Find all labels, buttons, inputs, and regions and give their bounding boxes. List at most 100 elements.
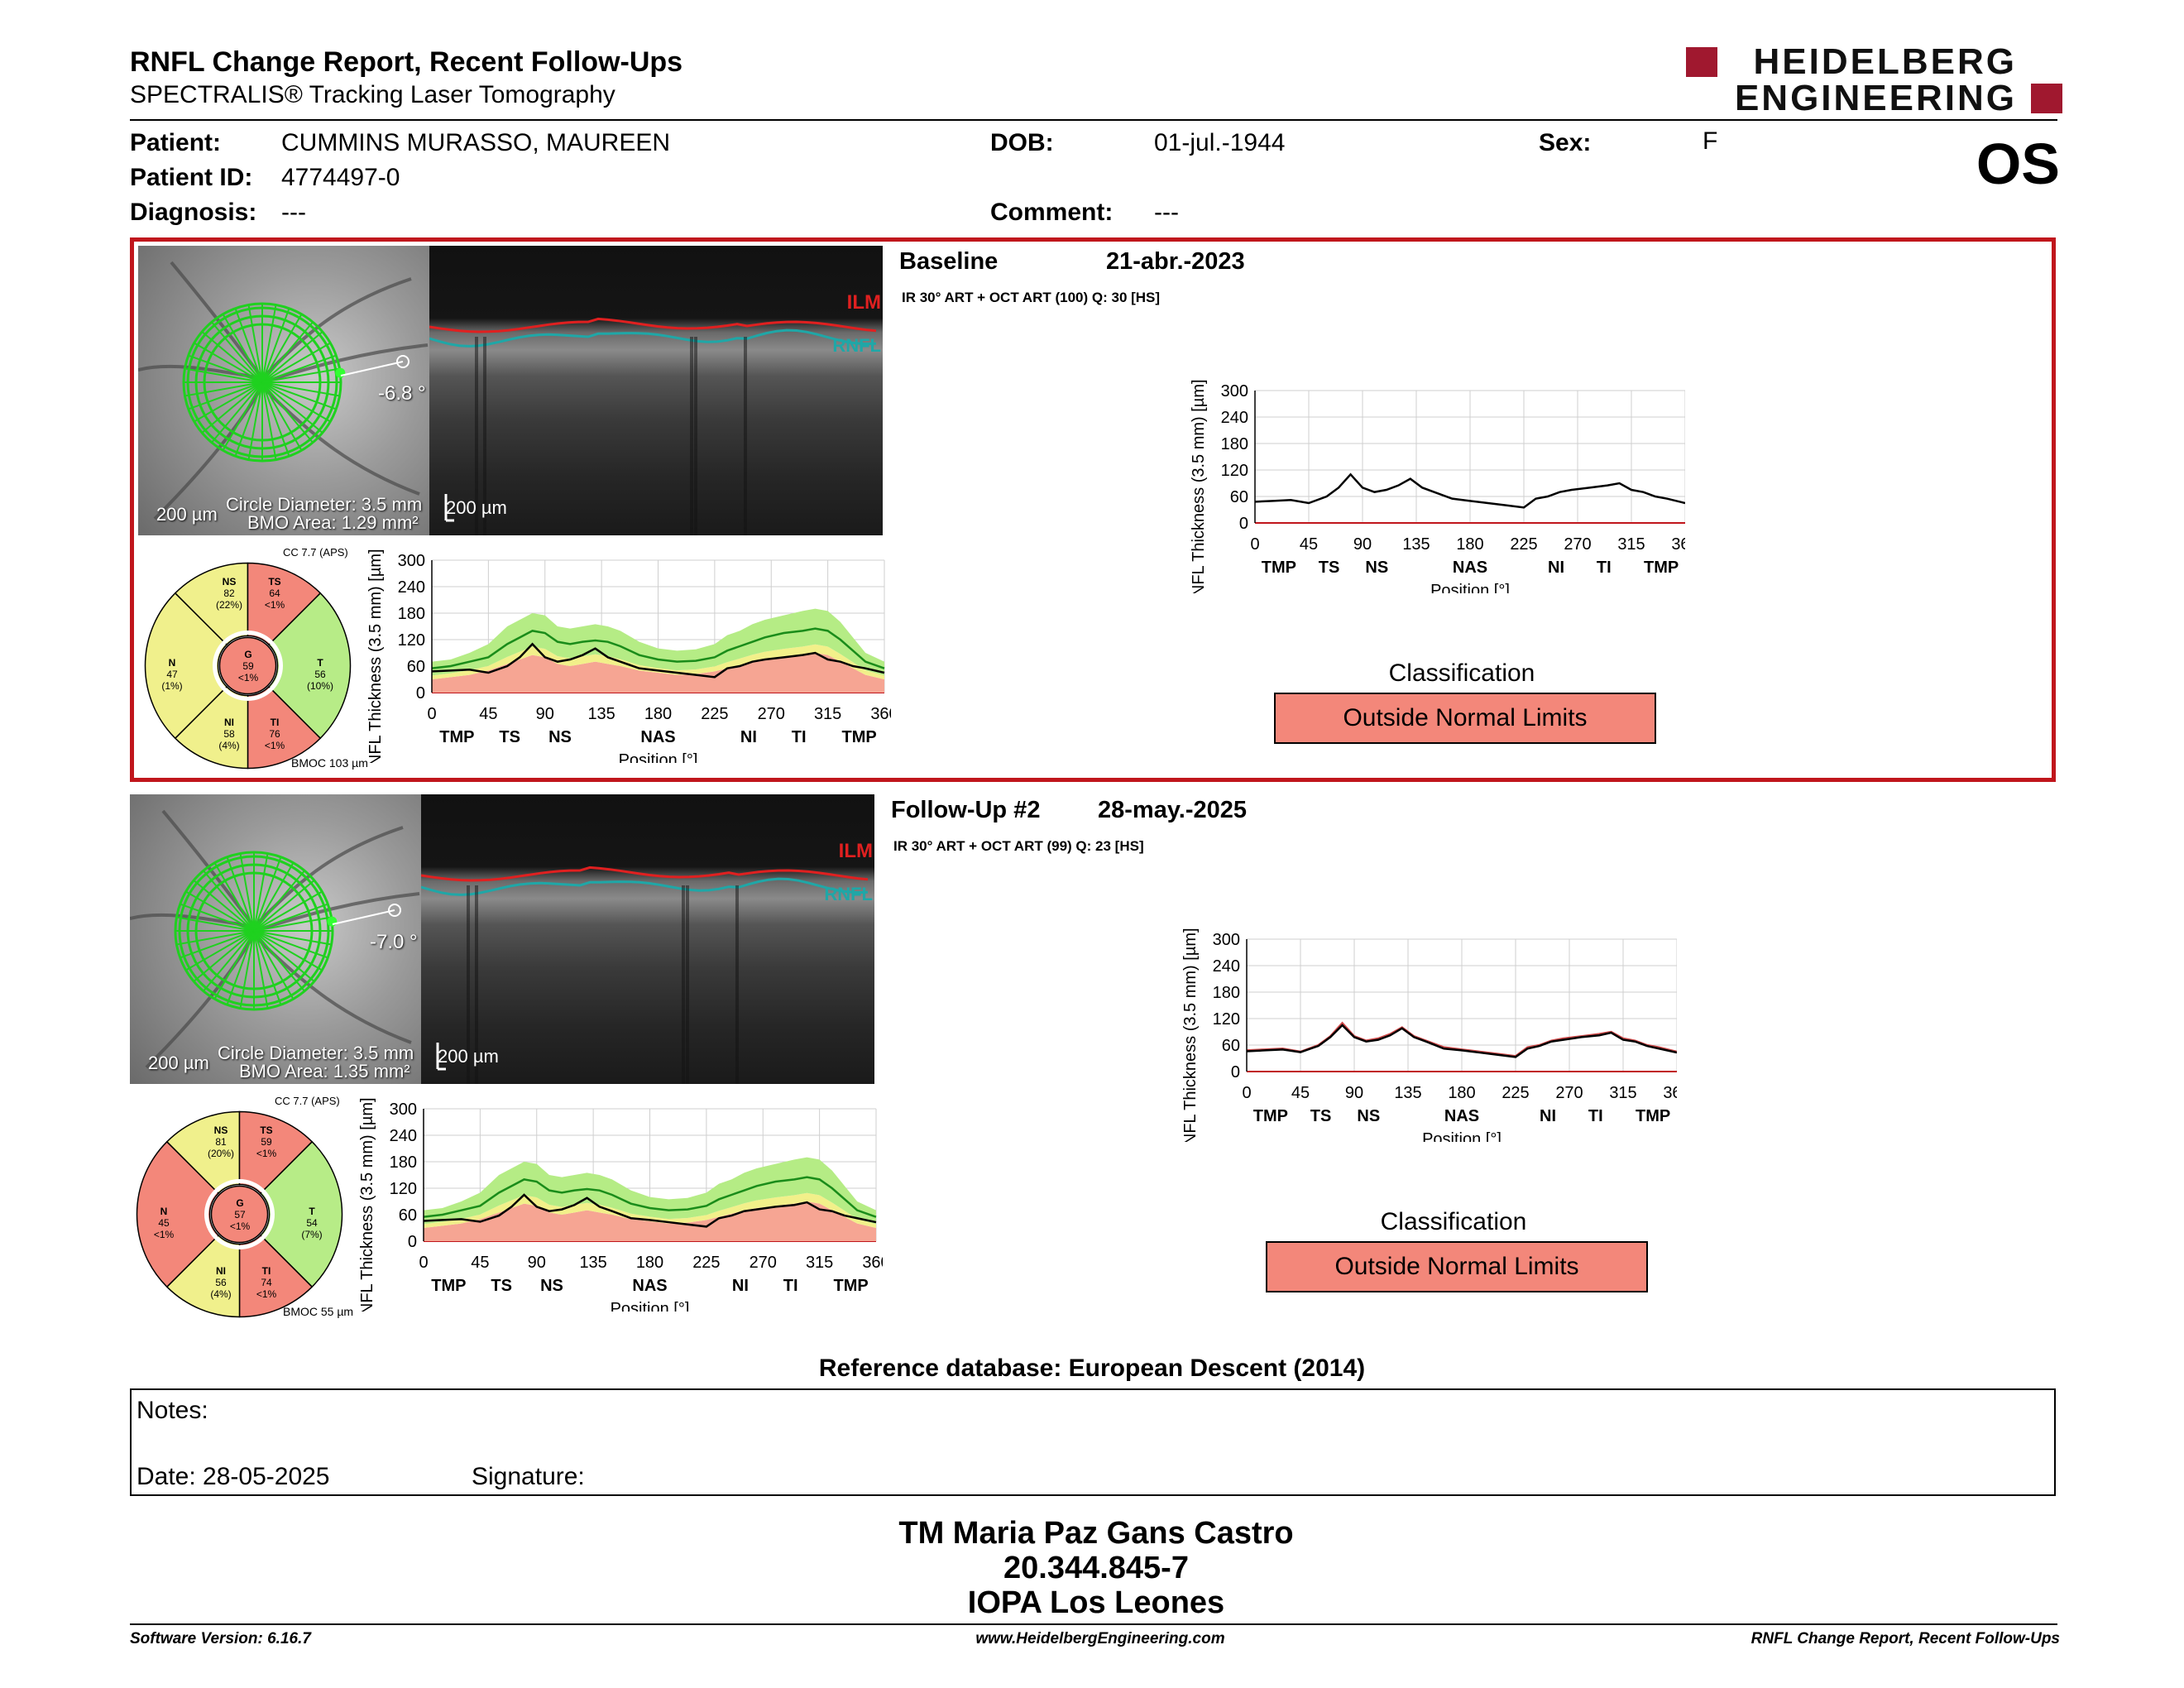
diagnosis-value: --- xyxy=(281,199,306,226)
svg-text:NI: NI xyxy=(224,717,234,728)
fundus-scale: 200 µm xyxy=(156,504,218,525)
signature-org: IOPA Los Leones xyxy=(967,1585,1225,1620)
sector-ts xyxy=(238,1110,314,1195)
ilm-label: ILM xyxy=(838,840,873,862)
svg-text:64: 64 xyxy=(269,587,280,599)
sector-ns xyxy=(174,562,249,646)
sector-axis-label: TMP xyxy=(1644,559,1679,577)
x-tick-label: 135 xyxy=(1394,1084,1421,1102)
x-axis-label: Position [°] xyxy=(611,1300,690,1312)
followup-panel: -7.0 ° 200 µm Circle Diameter: 3.5 mm BMO A… xyxy=(130,794,2056,1339)
acquisition-info: IR 30° ART + OCT ART (100) Q: 30 [HS] xyxy=(902,290,1161,305)
notes-date: Date: 28-05-2025 xyxy=(136,1463,330,1490)
sector-axis-label: NS xyxy=(548,728,572,746)
oct-scale: 200 µm xyxy=(446,497,507,518)
x-tick-label: 135 xyxy=(579,1254,606,1272)
fundus-scale: 200 µm xyxy=(148,1053,209,1073)
y-tick-label: 60 xyxy=(1222,1037,1240,1055)
report-subtitle: SPECTRALIS® Tracking Laser Tomography xyxy=(130,81,615,108)
x-tick-label: 45 xyxy=(471,1254,489,1272)
patient-label: Patient: xyxy=(130,129,222,156)
classification-title: Classification xyxy=(1380,1208,1527,1235)
y-tick-label: 120 xyxy=(1213,1010,1240,1029)
logo-square-top xyxy=(1686,47,1717,77)
svg-text:NI: NI xyxy=(216,1265,226,1277)
sector-text-n: N47(1%) xyxy=(161,657,182,692)
sector-g xyxy=(210,1185,269,1244)
ilm-label: ILM xyxy=(846,291,881,314)
logo-line1: HEIDELBERG xyxy=(1753,41,2017,82)
sector-axis-label: NI xyxy=(1548,559,1564,577)
sector-axis-label: NAS xyxy=(632,1277,667,1295)
svg-text:T: T xyxy=(317,657,323,669)
rnfl-series-line xyxy=(1254,472,1686,509)
x-tick-label: 180 xyxy=(1456,535,1483,554)
x-tick-label: 0 xyxy=(1250,535,1259,554)
sector-axis-label: NI xyxy=(1540,1107,1556,1125)
exam-date: 21-abr.-2023 xyxy=(1106,248,1245,275)
sector-ti xyxy=(247,685,322,770)
rnfl-label: RNFL xyxy=(824,884,873,904)
svg-text:(10%): (10%) xyxy=(307,680,333,692)
x-tick-label: 135 xyxy=(587,705,615,723)
x-tick-label: 360 xyxy=(862,1254,883,1272)
x-tick-label: 225 xyxy=(1502,1084,1529,1102)
svg-text:54: 54 xyxy=(306,1217,318,1229)
x-tick-label: 180 xyxy=(1448,1084,1475,1102)
svg-text:NS: NS xyxy=(214,1125,228,1136)
sector-axis-label: NAS xyxy=(1453,559,1487,577)
sector-axis-label: TMP xyxy=(431,1277,466,1295)
y-tick-label: 60 xyxy=(407,658,425,676)
y-tick-label: 300 xyxy=(1213,931,1240,949)
svg-text:G: G xyxy=(236,1197,243,1209)
x-tick-label: 315 xyxy=(1609,1084,1636,1102)
fundus-angle: -7.0 ° xyxy=(370,931,418,953)
bmoc-value: BMOC 55 µm xyxy=(283,1305,354,1318)
y-tick-label: 120 xyxy=(398,631,425,650)
borderline-band xyxy=(424,1192,876,1228)
sector-ni xyxy=(174,685,249,770)
patient-name: CUMMINS MURASSO, MAUREEN xyxy=(281,129,671,156)
sector-axis-label: TMP xyxy=(1636,1107,1670,1125)
sector-g xyxy=(218,636,277,695)
baseline-panel: -6.8 ° 200 µm Circle Diameter: 3.5 mm BMO A… xyxy=(130,237,2056,782)
x-tick-label: 90 xyxy=(536,705,554,723)
classification-result: Outside Normal Limits xyxy=(1266,1241,1648,1292)
sector-axis-label: TI xyxy=(1588,1107,1603,1125)
y-tick-label: 120 xyxy=(1221,462,1248,480)
x-tick-label: 225 xyxy=(1510,535,1537,554)
y-tick-label: 240 xyxy=(1221,409,1248,427)
software-version: Software Version: 6.16.7 xyxy=(130,1630,311,1647)
sector-axis-label: TMP xyxy=(842,728,877,746)
x-tick-label: 135 xyxy=(1402,535,1430,554)
rnfl-series-line xyxy=(431,642,885,679)
svg-text:G: G xyxy=(244,649,251,660)
website-link[interactable]: www.HeidelbergEngineering.com xyxy=(975,1630,1225,1647)
x-tick-label: 360 xyxy=(1671,535,1685,554)
report-title: RNFL Change Report, Recent Follow-Ups xyxy=(130,46,683,78)
svg-text:TI: TI xyxy=(271,717,280,728)
sector-axis-label: NI xyxy=(732,1277,749,1295)
svg-text:NS: NS xyxy=(223,576,237,587)
patient-id-label: Patient ID: xyxy=(130,164,253,191)
y-tick-label: 0 xyxy=(416,684,425,703)
exam-date: 28-may.-2025 xyxy=(1098,797,1248,823)
diagnosis-label: Diagnosis: xyxy=(130,199,257,226)
svg-text:TS: TS xyxy=(260,1125,272,1136)
svg-text:(4%): (4%) xyxy=(210,1288,231,1300)
svg-text:47: 47 xyxy=(166,669,178,680)
svg-text:N: N xyxy=(160,1206,168,1217)
normal-band xyxy=(424,1157,876,1225)
svg-text:(22%): (22%) xyxy=(216,599,242,611)
sector-axis-label: TI xyxy=(1597,559,1612,577)
x-tick-label: 0 xyxy=(427,705,436,723)
y-tick-label: 300 xyxy=(390,1101,417,1119)
rnfl-thickness-chart: 0 60 120 180 240 300 0 45 90 135 180 225 270 315 360 TM… xyxy=(1164,378,1699,608)
x-tick-label: 0 xyxy=(1242,1084,1251,1102)
sector-axis-label: NS xyxy=(540,1277,563,1295)
sector-text-t: T56(10%) xyxy=(307,657,333,692)
sector-chart: NS 82 (22%) TS 64 <1% N 47 (1%) G 59 <1% T 56 (10%) NI 5… xyxy=(142,560,353,771)
svg-text:<1%: <1% xyxy=(154,1229,175,1240)
